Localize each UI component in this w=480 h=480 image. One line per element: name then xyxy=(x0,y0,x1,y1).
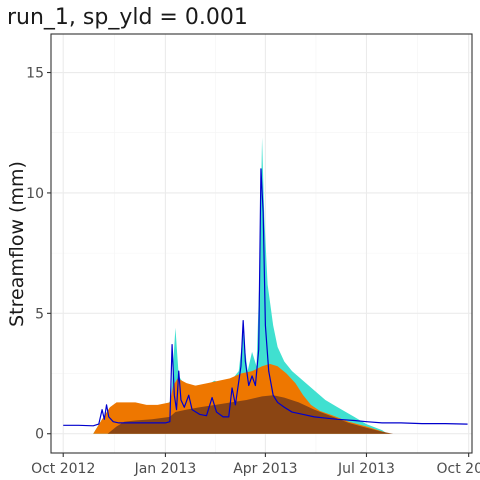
x-tick-label: Jan 2013 xyxy=(134,461,197,477)
x-axis: Oct 2012 Jan 2013 Apr 2013 Jul 2013 Oct 2013 xyxy=(31,453,480,477)
line-series xyxy=(63,168,468,427)
plot-border xyxy=(50,33,473,454)
y-tick-label: 0 xyxy=(35,427,44,443)
x-tick-label: Apr 2013 xyxy=(233,461,297,477)
y-axis: 0 5 10 15 xyxy=(26,66,51,443)
x-tick-label: Jul 2013 xyxy=(337,461,395,477)
y-axis-title: Streamflow (mm) xyxy=(6,161,28,327)
x-tick-label: Oct 2012 xyxy=(31,461,95,477)
chart-title: run_1, sp_yld = 0.001 xyxy=(7,5,248,30)
area-series-3 xyxy=(107,395,394,434)
x-tick-label: Oct 2013 xyxy=(437,461,480,477)
y-tick-label: 10 xyxy=(26,186,44,202)
y-tick-label: 15 xyxy=(26,66,44,82)
line-series xyxy=(63,168,468,427)
area-series xyxy=(93,137,394,434)
y-tick-label: 5 xyxy=(35,306,44,322)
